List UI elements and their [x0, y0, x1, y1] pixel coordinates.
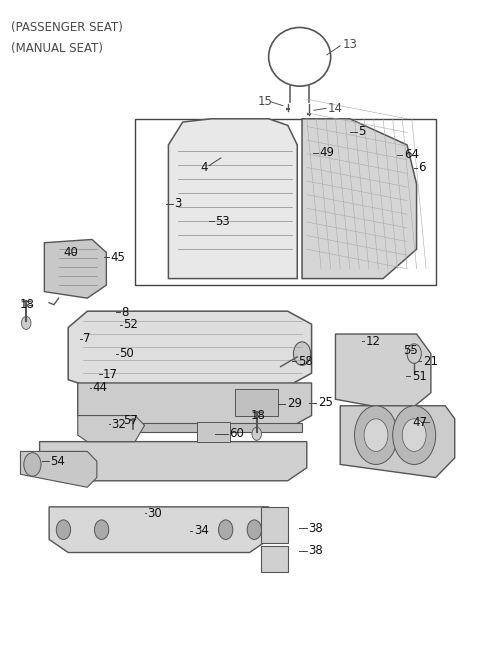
Circle shape: [355, 405, 397, 464]
Text: 29: 29: [287, 398, 302, 410]
Circle shape: [402, 419, 426, 451]
Polygon shape: [340, 405, 455, 477]
Text: 51: 51: [412, 370, 427, 383]
Polygon shape: [78, 415, 144, 441]
Text: 57: 57: [123, 413, 138, 426]
Polygon shape: [336, 334, 431, 412]
Text: 45: 45: [110, 251, 125, 263]
Polygon shape: [21, 451, 97, 487]
Bar: [235, 390, 278, 415]
Polygon shape: [68, 311, 312, 386]
Text: (PASSENGER SEAT): (PASSENGER SEAT): [11, 21, 123, 34]
Text: 17: 17: [103, 368, 118, 381]
Text: 5: 5: [359, 125, 366, 138]
Text: 38: 38: [308, 544, 323, 557]
Text: 38: 38: [308, 522, 323, 535]
Text: 44: 44: [93, 381, 108, 394]
Bar: [262, 546, 288, 572]
Text: 6: 6: [418, 161, 425, 174]
Text: 34: 34: [194, 525, 209, 538]
Text: 49: 49: [319, 146, 334, 159]
Bar: [197, 422, 230, 441]
Text: 14: 14: [327, 102, 342, 115]
Polygon shape: [302, 119, 417, 278]
Circle shape: [252, 427, 262, 440]
Text: 64: 64: [404, 148, 419, 161]
Polygon shape: [44, 240, 107, 298]
Text: 55: 55: [403, 344, 418, 357]
Text: 54: 54: [50, 455, 65, 468]
Text: 40: 40: [63, 246, 78, 259]
Circle shape: [22, 316, 31, 329]
Text: 4: 4: [201, 160, 208, 174]
Text: 60: 60: [229, 427, 244, 440]
Circle shape: [393, 405, 436, 464]
Bar: [262, 507, 288, 543]
Circle shape: [364, 419, 388, 451]
Circle shape: [247, 520, 262, 540]
Text: 18: 18: [20, 298, 35, 311]
Text: (MANUAL SEAT): (MANUAL SEAT): [11, 43, 103, 56]
Text: 7: 7: [83, 332, 91, 345]
Text: 25: 25: [318, 396, 333, 409]
Text: 13: 13: [343, 38, 358, 51]
Bar: [78, 422, 302, 432]
Polygon shape: [78, 383, 312, 428]
Text: 30: 30: [147, 507, 162, 520]
Circle shape: [407, 344, 421, 364]
Polygon shape: [49, 507, 269, 553]
Circle shape: [218, 520, 233, 540]
Text: 50: 50: [119, 347, 134, 360]
Polygon shape: [39, 441, 307, 481]
Text: 3: 3: [175, 197, 182, 210]
Circle shape: [24, 453, 41, 476]
Text: 47: 47: [413, 415, 428, 428]
Text: 53: 53: [215, 215, 230, 228]
Text: 21: 21: [423, 355, 438, 368]
Text: 58: 58: [298, 355, 312, 368]
Text: 52: 52: [123, 318, 138, 331]
Circle shape: [95, 520, 109, 540]
Polygon shape: [168, 119, 297, 278]
Circle shape: [293, 342, 311, 365]
Text: 8: 8: [121, 306, 129, 319]
Text: 15: 15: [258, 95, 273, 107]
Text: 32: 32: [112, 417, 127, 430]
Circle shape: [56, 520, 71, 540]
Text: 18: 18: [251, 409, 265, 422]
Text: 12: 12: [365, 335, 381, 348]
